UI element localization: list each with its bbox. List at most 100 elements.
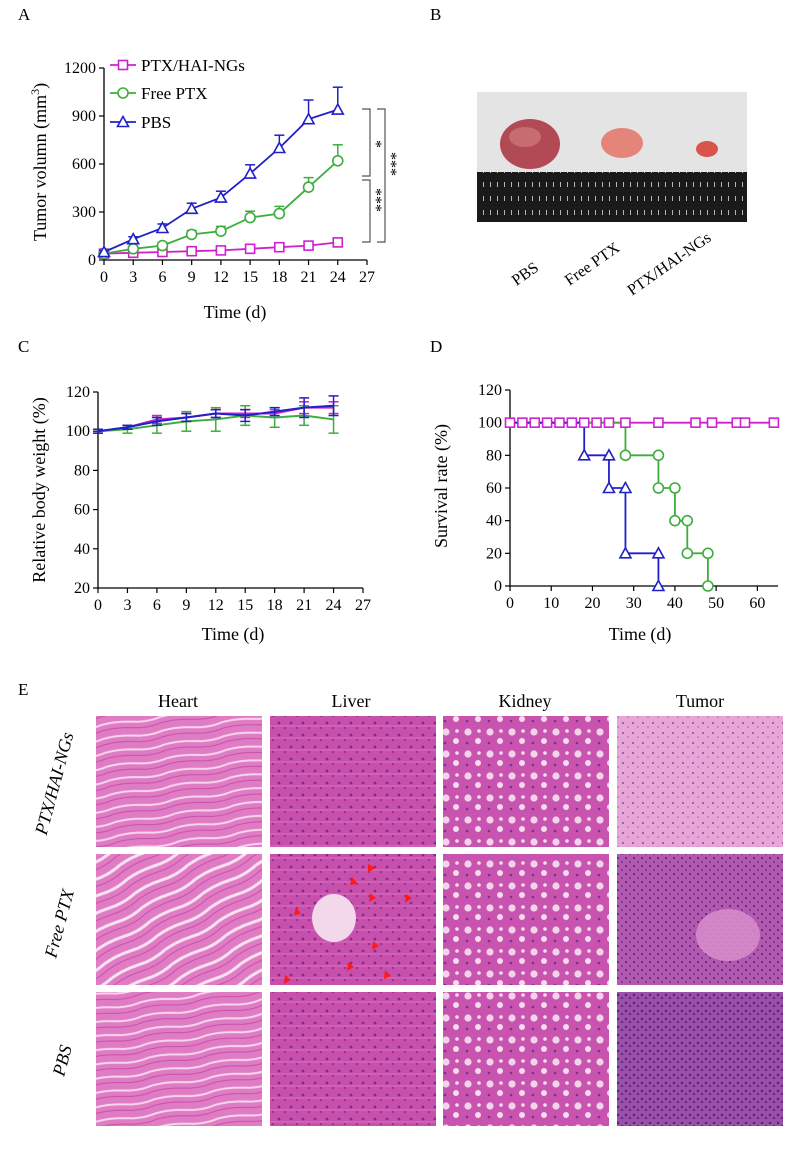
y-axis-label-a: Tumor volumn (mm3) (28, 83, 51, 241)
x-tick-label: 18 (267, 597, 283, 614)
data-point (97, 244, 111, 258)
data-point (652, 449, 665, 462)
data-point (332, 237, 344, 248)
series-step-1 (510, 421, 709, 586)
histology-tumor-ptx-hai-ngs (617, 716, 783, 847)
panel-label-b: B (430, 5, 441, 24)
y-tick-label: 40 (486, 513, 502, 530)
data-point (274, 241, 285, 253)
histology-heart-free-ptx (96, 854, 262, 985)
histology-col-liver: Liver (332, 691, 371, 711)
data-point (577, 448, 592, 461)
data-point (272, 140, 287, 154)
y-tick-label: 60 (486, 480, 502, 497)
histology-tumor-pbs (617, 992, 783, 1126)
y-tick-label: 80 (486, 447, 502, 464)
x-tick-label: 15 (242, 269, 258, 286)
data-point (529, 417, 541, 428)
data-point (214, 190, 228, 203)
data-point (653, 417, 664, 428)
significance-label-1: * (367, 140, 384, 148)
data-point (541, 417, 553, 428)
data-point (652, 482, 665, 494)
x-tick-label: 0 (94, 597, 102, 614)
x-tick-label: 24 (326, 597, 342, 614)
data-point (186, 245, 197, 257)
x-tick-label: 3 (123, 597, 131, 614)
panel-label-e: E (18, 680, 28, 699)
data-point (330, 102, 345, 115)
tumor-volume-chart: 0 3 6 9 12 15 18 21 24 27 0 300 600 900 1200 PTX/HAI-N… (28, 56, 399, 323)
arrow-6 (372, 941, 379, 950)
y-tick-label: 40 (74, 541, 90, 558)
histology-heart-pbs (96, 992, 262, 1126)
data-point (706, 417, 718, 428)
data-point (591, 417, 602, 428)
liver-lesion (312, 894, 356, 942)
legend-label-ptx-hai-ngs: PTX/HAI-NGs (141, 56, 245, 75)
series-step-2 (510, 421, 660, 586)
significance-brackets: * *** *** (362, 108, 399, 243)
tumor-ptx-hai-ngs-shape (696, 141, 718, 157)
data-point (681, 547, 694, 560)
arrow-9 (284, 975, 291, 984)
data-point (554, 417, 565, 428)
data-point (184, 201, 199, 215)
y-tick-label: 900 (72, 108, 96, 125)
histology-row-pbs: PBS (48, 1043, 76, 1079)
y-tick-label: 20 (74, 580, 90, 597)
x-tick-label: 0 (100, 269, 108, 286)
data-point (618, 546, 633, 559)
legend-marker-1 (117, 87, 129, 99)
series-line-2 (97, 404, 334, 433)
y-tick-label: 300 (72, 204, 96, 221)
data-point (651, 546, 666, 559)
tumor-photo: PBS Free PTX PTX/HAI-NGs (477, 92, 747, 299)
data-point (243, 166, 257, 179)
histology-liver-ptx-hai-ngs (270, 716, 436, 847)
x-tick-label: 27 (359, 269, 375, 286)
y-tick-label: 1200 (64, 60, 96, 77)
photo-label-pbs: PBS (509, 259, 542, 289)
y-tick-label: 80 (74, 462, 90, 479)
x-tick-label: 12 (208, 597, 224, 614)
series-line-1 (97, 414, 334, 433)
x-tick-label: 21 (296, 597, 312, 614)
histology-liver-pbs (270, 992, 436, 1126)
data-point (155, 220, 170, 234)
legend-label-free-ptx: Free PTX (141, 84, 208, 103)
legend-marker-0 (117, 59, 129, 71)
x-tick-label: 12 (213, 269, 229, 286)
arrow-4 (369, 893, 376, 902)
data-point (681, 514, 694, 527)
arrow-2 (350, 877, 358, 885)
y-axis-label-c: Relative body weight (%) (29, 397, 50, 582)
x-tick-label: 30 (626, 595, 642, 612)
y-tick-label: 0 (494, 578, 502, 595)
legend-marker-2 (116, 114, 130, 128)
x-tick-label: 9 (182, 597, 190, 614)
histology-kidney-pbs (443, 992, 609, 1126)
x-tick-label: 27 (355, 597, 371, 614)
significance-label-2: *** (367, 188, 384, 212)
x-tick-label: 50 (708, 595, 724, 612)
data-point (156, 239, 169, 252)
data-point (331, 155, 344, 167)
histology-heart-ptx-hai-ngs (96, 716, 262, 847)
data-point (619, 449, 632, 462)
significance-label-3: *** (382, 152, 399, 176)
y-tick-label: 100 (66, 423, 90, 440)
y-tick-label: 100 (478, 415, 502, 432)
arrow-7 (347, 962, 354, 971)
y-tick-label: 600 (72, 156, 96, 173)
y-tick-label: 120 (66, 384, 90, 401)
data-point (301, 112, 316, 125)
histology-col-tumor: Tumor (676, 691, 724, 711)
data-point (602, 448, 616, 461)
data-point (620, 417, 631, 428)
tumor-free-ptx-shape (601, 128, 643, 158)
x-tick-label: 6 (153, 597, 161, 614)
data-point (215, 225, 227, 237)
